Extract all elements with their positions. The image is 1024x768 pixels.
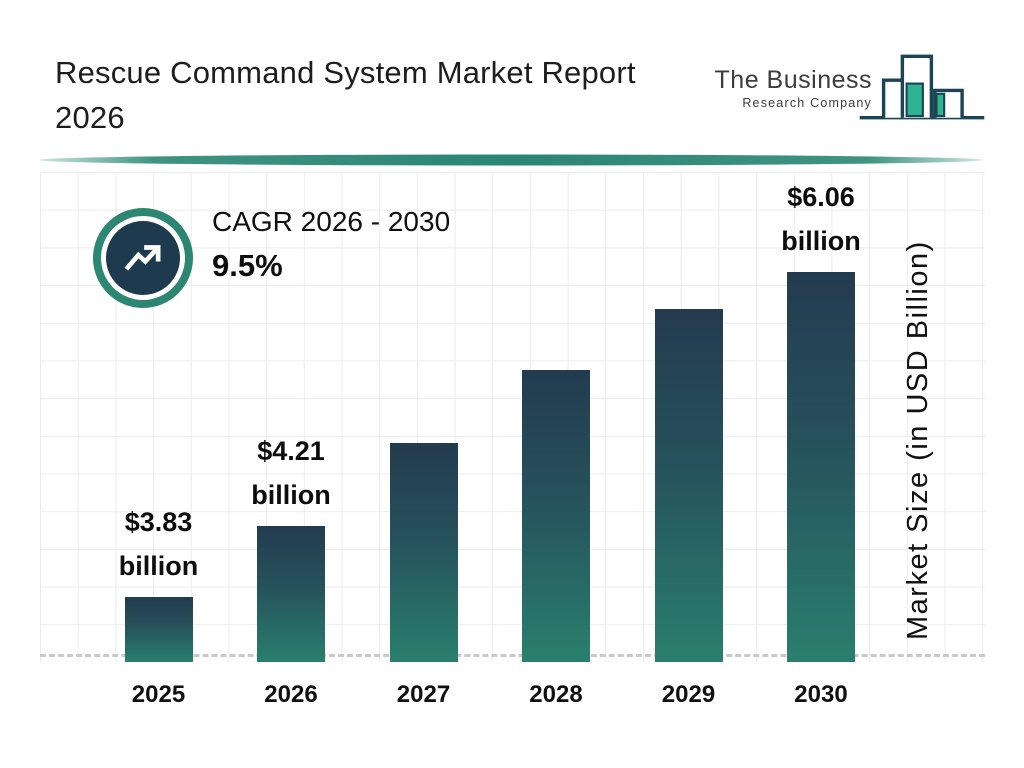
bar-2025 (124, 597, 193, 662)
cagr-badge-core (106, 221, 180, 295)
x-tick-2029: 2029 (661, 681, 716, 708)
trending-up-icon (124, 245, 161, 271)
header-divider (39, 154, 983, 166)
cagr-text-block: CAGR 2026 - 2030 9.5% (212, 206, 450, 284)
cagr-badge-ring (101, 216, 185, 300)
bar-2029 (654, 309, 723, 662)
value-label-2030: $6.06 billion (781, 182, 861, 256)
x-tick-2027: 2027 (396, 681, 451, 708)
logo-name: The Business (714, 66, 872, 94)
company-logo: The Business Research Company (715, 42, 986, 132)
cagr-badge (93, 208, 193, 308)
cagr-value: 9.5% (212, 248, 283, 283)
chart-plot-area (40, 172, 985, 662)
x-tick-2030: 2030 (794, 681, 848, 708)
page-title: Rescue Command System Market Report 2026 (55, 55, 636, 135)
logo-bars-icon (859, 54, 985, 120)
x-axis-baseline (40, 654, 985, 657)
x-tick-2028: 2028 (529, 681, 583, 708)
value-label-2025: $3.83 billion (118, 507, 199, 581)
logo-subname: Research Company (742, 96, 872, 110)
x-tick-2025: 2025 (131, 681, 186, 708)
logo-text: The Business Research Company (715, 66, 872, 110)
bar-2027 (389, 443, 458, 662)
x-tick-2026: 2026 (264, 681, 318, 708)
bar-2028 (522, 370, 590, 662)
bar-2026 (257, 526, 325, 662)
value-label-2026: $4.21 billion (251, 436, 331, 510)
cagr-period-label: CAGR 2026 - 2030 (212, 206, 451, 237)
bar-2030 (787, 272, 855, 662)
y-axis-label: Market Size (in USD Billion) (902, 240, 934, 640)
